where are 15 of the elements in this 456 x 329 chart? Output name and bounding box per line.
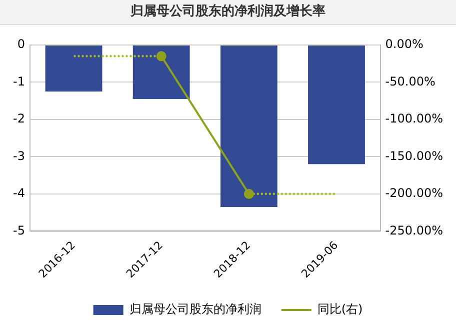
y-tick-label: -2 [12, 112, 25, 126]
y-tick-label: -4 [12, 186, 25, 200]
legend-label: 归属母公司股东的净利润 [129, 302, 262, 316]
y-tick-label: 0 [17, 37, 25, 52]
y2-tick-label: 0.00% [385, 37, 424, 52]
y-tick-label: -5 [12, 223, 25, 238]
y2-tick-label: -250.00% [385, 223, 444, 238]
y2-tick-label: -150.00% [385, 148, 444, 163]
y2-tick-label: -100.00% [385, 112, 444, 126]
y2-tick-label: -50.00% [385, 74, 436, 88]
y2-tick-label: -200.00% [385, 186, 444, 200]
chart-title: 归属母公司股东的净利润及增长率 [0, 0, 456, 25]
y-tick-label: -1 [12, 74, 25, 88]
y-tick-label: -3 [12, 148, 25, 163]
legend-label: 同比(右) [317, 302, 363, 316]
